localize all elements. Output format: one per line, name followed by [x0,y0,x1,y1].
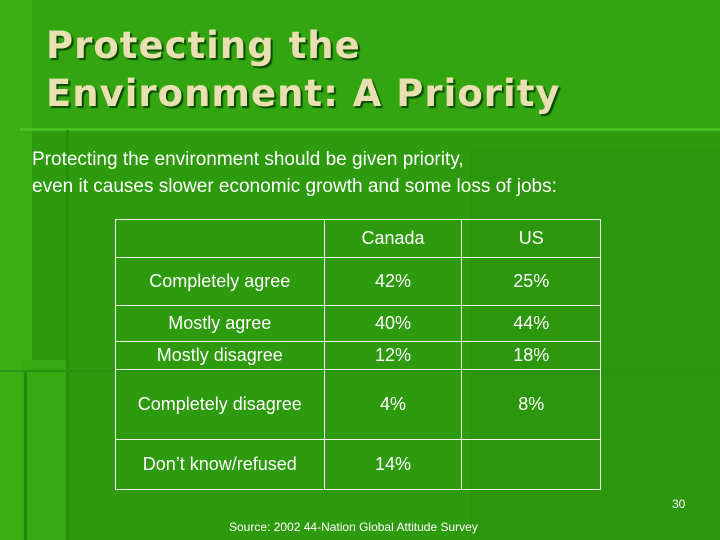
canada-value: 4% [323,369,463,440]
slide-title-line: Protecting the [46,24,361,67]
table-row: Mostly agree 40% 44% [115,305,601,342]
survey-table: Canada US Completely agree 42% 25% Mostl… [115,219,601,490]
subtitle-line: even it causes slower economic growth an… [32,176,557,197]
table-row: Completely agree 42% 25% [115,257,601,306]
page-number: 30 [672,497,686,511]
subtitle-line: Protecting the environment should be giv… [32,149,464,170]
us-value [461,439,601,490]
us-value: 44% [461,305,601,342]
row-label: Completely agree [115,257,325,306]
us-value: 18% [461,341,601,370]
row-label: Don’t know/refused [115,439,325,490]
row-label: Completely disagree [115,369,325,440]
table-header-row: Canada US [115,219,601,258]
decorative-line [66,130,69,540]
table-row: Completely disagree 4% 8% [115,369,601,440]
table-row: Don’t know/refused 14% [115,439,601,490]
table-row: Mostly disagree 12% 18% [115,341,601,370]
header-cell-canada: Canada [323,219,463,258]
us-value: 25% [461,257,601,306]
canada-value: 14% [323,439,463,490]
header-cell-us: US [461,219,601,258]
slide-subtitle: Protecting the environment should be giv… [32,146,557,200]
background-band-lower-left [22,360,68,540]
slide-title: Protecting the Environment: A Priority [46,22,561,118]
slide-title-line: Environment: A Priority [46,72,561,115]
source-citation: Source: 2002 44-Nation Global Attitude S… [229,520,478,534]
canada-value: 40% [323,305,463,342]
canada-value: 42% [323,257,463,306]
row-label: Mostly agree [115,305,325,342]
us-value: 8% [461,369,601,440]
row-label: Mostly disagree [115,341,325,370]
decorative-line [24,370,27,540]
background-band-top [0,0,720,130]
canada-value: 12% [323,341,463,370]
decorative-line [20,128,720,131]
header-cell-empty [115,219,325,258]
